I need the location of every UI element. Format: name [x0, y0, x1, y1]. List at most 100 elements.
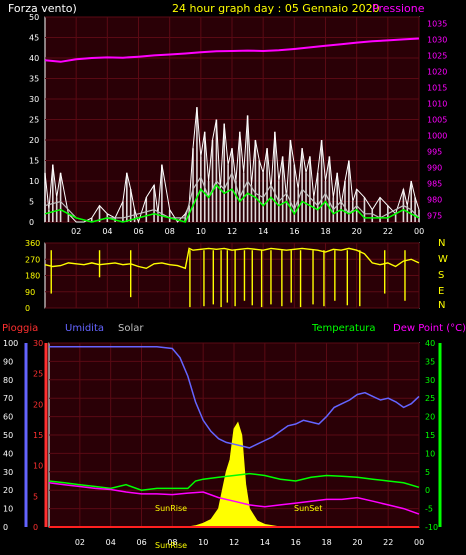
y-tick-wind: 20: [29, 136, 39, 145]
y-tick-humidity: 70: [3, 394, 13, 403]
y-tick-humidity: 0: [3, 523, 8, 532]
x-tick: 06: [137, 538, 147, 547]
humidity-line: [49, 345, 420, 449]
y-tick-temp: 10: [425, 449, 435, 458]
y-tick-pressure: 1015: [427, 83, 447, 92]
x-tick: 08: [167, 538, 177, 547]
x-tick: 16: [289, 227, 299, 236]
pressure-line: [44, 37, 420, 63]
annotation-sunrise-axis: SunRise: [155, 541, 187, 550]
y-tick-temp: 40: [425, 339, 435, 348]
y-tick-humidity: 40: [3, 449, 13, 458]
x-tick: 12: [227, 227, 237, 236]
x-tick: 06: [134, 227, 144, 236]
direction-line: [44, 247, 420, 270]
weather-legend: Pioggia Umidita Solar Temperatura Dew Po…: [2, 323, 466, 334]
y-tick-direction: 180: [25, 272, 40, 281]
y-tick-pressure: 1000: [427, 132, 447, 141]
y-tick-pressure: 980: [427, 196, 442, 205]
y-tick-wind: 50: [29, 13, 39, 22]
x-tick: 20: [352, 227, 362, 236]
wind-pressure-chart: 0510152025303540455097598098599099510001…: [29, 13, 447, 236]
x-tick: 00: [414, 538, 424, 547]
y-tick-rain: 25: [33, 370, 43, 379]
y-tick-pressure: 985: [427, 180, 442, 189]
legend-dewpoint: Dew Point (°C): [393, 323, 466, 334]
y-tick-rain: 15: [33, 431, 43, 440]
y-tick-rain: 30: [33, 339, 43, 348]
pressure-label: Pressione: [372, 2, 425, 15]
x-tick: 14: [258, 227, 268, 236]
y-tick-wind: 30: [29, 95, 39, 104]
weather-chart: 0102030405060708090100051015202530-10-50…: [3, 339, 442, 550]
y-tick-rain: 5: [33, 492, 38, 501]
y-tick-wind: 5: [29, 198, 34, 207]
compass-label: S: [438, 270, 444, 281]
y-tick-humidity: 90: [3, 357, 13, 366]
wind-label: Forza vento): [8, 2, 77, 15]
y-tick-temp: -5: [425, 505, 433, 514]
y-tick-wind: 10: [29, 177, 39, 186]
x-tick: 04: [106, 538, 116, 547]
y-tick-direction: 270: [25, 255, 40, 264]
y-tick-wind: 0: [29, 218, 34, 227]
y-tick-rain: 20: [33, 400, 43, 409]
x-tick: 00: [414, 227, 424, 236]
legend-solar: Solar: [118, 323, 144, 334]
temperature-line: [48, 472, 420, 491]
y-tick-pressure: 1025: [427, 51, 447, 60]
y-tick-humidity: 100: [3, 339, 18, 348]
y-tick-wind: 35: [29, 75, 39, 84]
y-tick-temp: 0: [425, 486, 430, 495]
y-tick-pressure: 1010: [427, 99, 447, 108]
dewpoint-line: [48, 482, 420, 515]
y-tick-rain: 0: [33, 523, 38, 532]
y-tick-pressure: 1035: [427, 19, 447, 28]
y-tick-pressure: 995: [427, 148, 442, 157]
y-tick-temp: 30: [425, 376, 435, 385]
y-tick-temp: -10: [425, 523, 438, 532]
y-tick-humidity: 30: [3, 468, 13, 477]
x-tick: 04: [102, 227, 112, 236]
y-tick-direction: 90: [25, 288, 35, 297]
y-tick-wind: 15: [29, 157, 39, 166]
x-tick: 18: [321, 227, 331, 236]
y-tick-temp: 20: [425, 413, 435, 422]
y-tick-humidity: 50: [3, 431, 13, 440]
compass-label: W: [438, 254, 448, 265]
x-tick: 12: [229, 538, 239, 547]
legend-humidity: Umidita: [65, 323, 104, 334]
legend-rain: Pioggia: [2, 323, 38, 334]
y-tick-humidity: 60: [3, 413, 13, 422]
y-tick-pressure: 990: [427, 164, 442, 173]
y-tick-humidity: 20: [3, 486, 13, 495]
x-tick: 02: [71, 227, 81, 236]
wind-green-line: [44, 183, 420, 223]
x-tick: 22: [383, 538, 393, 547]
y-tick-pressure: 1030: [427, 35, 447, 44]
graph-header: Forza vento) 24 hour graph day : 05 Genn…: [8, 2, 425, 15]
graph-title: 24 hour graph day : 05 Gennaio 2020: [172, 2, 380, 15]
y-tick-rain: 10: [33, 462, 43, 471]
x-tick: 14: [260, 538, 270, 547]
legend-temperature: Temperatura: [311, 323, 376, 334]
y-tick-pressure: 975: [427, 212, 442, 221]
y-tick-direction: 0: [25, 304, 30, 313]
x-tick: 08: [165, 227, 175, 236]
y-tick-temp: 25: [425, 394, 435, 403]
y-tick-wind: 25: [29, 116, 39, 125]
x-tick: 02: [75, 538, 85, 547]
y-tick-pressure: 1005: [427, 116, 447, 125]
annotation-sunrise: SunRise: [155, 504, 187, 513]
compass-label: N: [438, 300, 445, 311]
wind-avg-line: [44, 171, 420, 223]
x-tick: 10: [196, 227, 206, 236]
wind-gust-line: [44, 107, 420, 224]
x-tick: 18: [322, 538, 332, 547]
y-tick-temp: 5: [425, 468, 430, 477]
x-tick: 20: [352, 538, 362, 547]
x-tick: 22: [383, 227, 393, 236]
annotation-sunset: SunSet: [294, 504, 322, 513]
